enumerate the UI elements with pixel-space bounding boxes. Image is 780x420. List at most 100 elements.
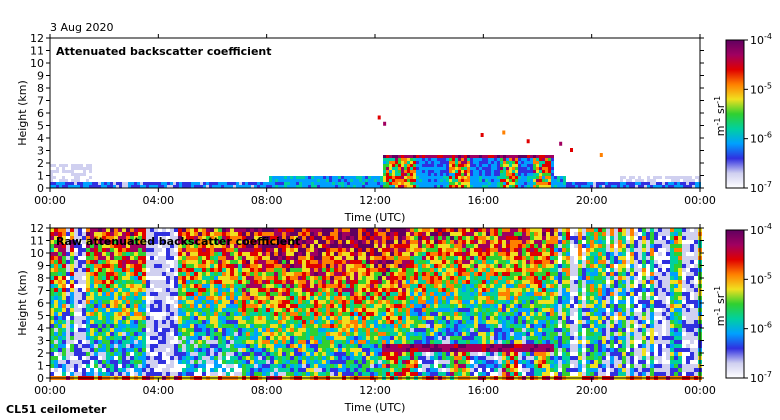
- heatmap-cell: [266, 276, 270, 280]
- heatmap-cell: [226, 252, 230, 256]
- heatmap-cell: [190, 240, 194, 244]
- heatmap-cell: [479, 161, 482, 164]
- heatmap-cell: [334, 312, 338, 316]
- heatmap-cell: [322, 268, 326, 272]
- heatmap-cell: [314, 182, 317, 185]
- heatmap-cell: [245, 185, 248, 188]
- heatmap-cell: [58, 248, 62, 252]
- heatmap-cell: [536, 158, 539, 161]
- heatmap-cell: [186, 356, 190, 360]
- heatmap-cell: [370, 244, 374, 248]
- heatmap-cell: [238, 252, 242, 256]
- heatmap-cell: [178, 284, 182, 288]
- heatmap-cell: [310, 288, 314, 292]
- heatmap-cell: [533, 182, 536, 185]
- heatmap-cell: [443, 167, 446, 170]
- heatmap-cell: [182, 360, 186, 364]
- heatmap-cell: [274, 352, 278, 356]
- heatmap-cell: [230, 372, 234, 376]
- heatmap-cell: [446, 161, 449, 164]
- heatmap-cell: [190, 272, 194, 276]
- heatmap-cell: [305, 179, 308, 182]
- heatmap-cell: [306, 236, 310, 240]
- heatmap-cell: [254, 316, 258, 320]
- heatmap-cell: [380, 176, 383, 179]
- heatmap-cell: [449, 173, 452, 176]
- heatmap-cell: [118, 272, 122, 276]
- heatmap-cell: [450, 296, 454, 300]
- heatmap-cell: [119, 182, 122, 185]
- heatmap-cell: [162, 324, 166, 328]
- heatmap-cell: [382, 336, 386, 340]
- heatmap-cell: [150, 228, 154, 232]
- heatmap-cell: [548, 161, 551, 164]
- heatmap-cell: [114, 368, 118, 372]
- heatmap-cell: [551, 155, 554, 158]
- heatmap-cell: [442, 232, 446, 236]
- heatmap-cell: [438, 360, 442, 364]
- heatmap-cell: [443, 176, 446, 179]
- heatmap-cell: [506, 167, 509, 170]
- heatmap-cell: [383, 164, 386, 167]
- heatmap-cell: [186, 316, 190, 320]
- heatmap-cell: [434, 368, 438, 372]
- heatmap-cell: [406, 256, 410, 260]
- heatmap-cell: [398, 320, 402, 324]
- heatmap-cell: [130, 272, 134, 276]
- heatmap-cell: [116, 182, 119, 185]
- heatmap-cell: [455, 176, 458, 179]
- heatmap-cell: [454, 260, 458, 264]
- heatmap-cell: [210, 288, 214, 292]
- heatmap-cell: [142, 232, 146, 236]
- heatmap-cell: [59, 179, 62, 182]
- heatmap-cell: [366, 316, 370, 320]
- x-axis-title: Time (UTC): [344, 211, 406, 224]
- heatmap-cell: [354, 280, 358, 284]
- heatmap-cell: [298, 328, 302, 332]
- heatmap-cell: [202, 256, 206, 260]
- heatmap-cell: [82, 288, 86, 292]
- heatmap-cell: [258, 252, 262, 256]
- heatmap-cell: [174, 228, 178, 232]
- heatmap-cell: [374, 276, 378, 280]
- heatmap-cell: [282, 236, 286, 240]
- heatmap-cell: [174, 312, 178, 316]
- heatmap-cell: [74, 336, 78, 340]
- heatmap-cell: [250, 344, 254, 348]
- heatmap-cell: [326, 308, 330, 312]
- heatmap-cell: [194, 268, 198, 272]
- heatmap-cell: [418, 284, 422, 288]
- heatmap-cell: [306, 296, 310, 300]
- heatmap-cell: [198, 288, 202, 292]
- heatmap-cell: [166, 264, 170, 268]
- heatmap-cell: [174, 352, 178, 356]
- heatmap-cell: [338, 348, 342, 352]
- heatmap-cell: [419, 170, 422, 173]
- heatmap-cell: [608, 182, 611, 185]
- heatmap-cell: [402, 260, 406, 264]
- heatmap-cell: [202, 252, 206, 256]
- heatmap-cell: [464, 167, 467, 170]
- heatmap-cell: [62, 304, 66, 308]
- heatmap-cell: [366, 264, 370, 268]
- heatmap-cell: [226, 296, 230, 300]
- heatmap-cell: [354, 356, 358, 360]
- heatmap-cell: [74, 232, 78, 236]
- heatmap-cell: [382, 240, 386, 244]
- heatmap-cell: [500, 164, 503, 167]
- heatmap-cell: [272, 185, 275, 188]
- heatmap-cell: [50, 320, 54, 324]
- heatmap-cell: [150, 244, 154, 248]
- heatmap-cell: [154, 344, 158, 348]
- heatmap-cell: [166, 260, 170, 264]
- heatmap-cell: [398, 276, 402, 280]
- heatmap-cell: [286, 228, 290, 232]
- heatmap-cell: [65, 179, 68, 182]
- heatmap-cell: [294, 312, 298, 316]
- heatmap-cell: [377, 179, 380, 182]
- heatmap-cell: [430, 288, 434, 292]
- heatmap-cell: [286, 268, 290, 272]
- heatmap-cell: [114, 328, 118, 332]
- heatmap-cell: [551, 158, 554, 161]
- heatmap-cell: [426, 336, 430, 340]
